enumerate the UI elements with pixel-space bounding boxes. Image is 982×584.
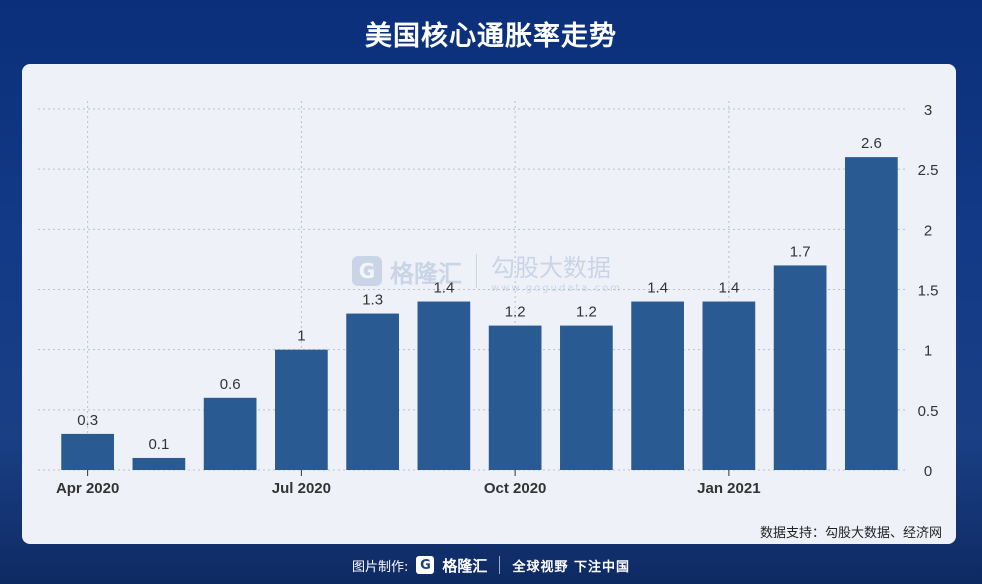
chart-card: G 格隆汇 勾股大数据 www.gogudata.com 0 0.5 1 1.5 2 2.…	[22, 64, 956, 544]
bar-aug-2020	[346, 313, 399, 470]
bar-apr-2020	[61, 433, 114, 470]
bar-value-label: 1.7	[790, 243, 811, 260]
bar-value-label: 2.6	[861, 135, 882, 152]
bar-may-2020	[132, 457, 186, 470]
bar-jul-2020	[275, 349, 328, 470]
y-tick-label: 0.5	[918, 403, 939, 420]
gelonghui-logo-icon: G	[416, 556, 435, 574]
footer: 图片制作: G 格隆汇 全球视野 下注中国	[0, 552, 982, 578]
bar-jan-2021	[702, 301, 756, 470]
bar-value-label: 0.1	[148, 436, 169, 453]
bar-chart: 0 0.5 1 1.5 2 2.5 3 Apr 2020 Jul 2020 Oct 2020 Jan…	[38, 101, 939, 497]
bar-mar-2021	[845, 157, 898, 470]
bar-value-label: 1.3	[362, 292, 383, 309]
y-tick-label: 1.5	[918, 283, 939, 300]
watermark-brand: 格隆汇	[390, 259, 462, 288]
bar-value-label: 0.6	[220, 376, 241, 393]
bar-feb-2021	[773, 265, 827, 470]
bar-dec-2020	[631, 301, 684, 470]
x-tick-label: Jul 2020	[272, 480, 331, 497]
watermark-divider	[476, 254, 477, 288]
source-note: 数据支持：勾股大数据、经济网	[759, 526, 942, 541]
watermark-cn: 勾股大数据	[491, 254, 611, 282]
bar-value-label: 1.2	[576, 304, 597, 321]
bar-value-label: 1.2	[505, 304, 526, 321]
bar-jun-2020	[203, 397, 257, 470]
footer-divider	[499, 556, 501, 574]
bar-value-label: 1.4	[647, 280, 668, 297]
x-tick-label: Oct 2020	[484, 480, 547, 497]
footer-made-by: 图片制作:	[352, 559, 409, 575]
footer-slogan: 全球视野 下注中国	[512, 559, 630, 575]
y-tick-label: 2.5	[918, 162, 939, 179]
watermark: G 格隆汇 勾股大数据 www.gogudata.com	[352, 248, 622, 294]
x-tick-label: Jan 2021	[697, 480, 760, 497]
y-tick-label: 3	[924, 102, 932, 119]
bar-value-label: 1.4	[433, 280, 454, 297]
bar-oct-2020	[488, 325, 542, 470]
x-tick-label: Apr 2020	[56, 480, 119, 497]
y-tick-label: 2	[924, 222, 932, 239]
page-title: 美国核心通胀率走势	[365, 21, 617, 52]
watermark-url: www.gogudata.com	[491, 283, 623, 294]
y-tick-label: 0	[924, 463, 932, 480]
bar-value-label: 0.3	[77, 412, 98, 429]
watermark-logo-icon: G	[352, 256, 382, 286]
y-tick-label: 1	[924, 343, 932, 360]
bar-value-label: 1.4	[718, 280, 739, 297]
bar-value-label: 1	[297, 328, 305, 345]
footer-brand: 格隆汇	[442, 556, 488, 575]
bar-nov-2020	[560, 325, 613, 470]
bar-sep-2020	[417, 301, 471, 470]
